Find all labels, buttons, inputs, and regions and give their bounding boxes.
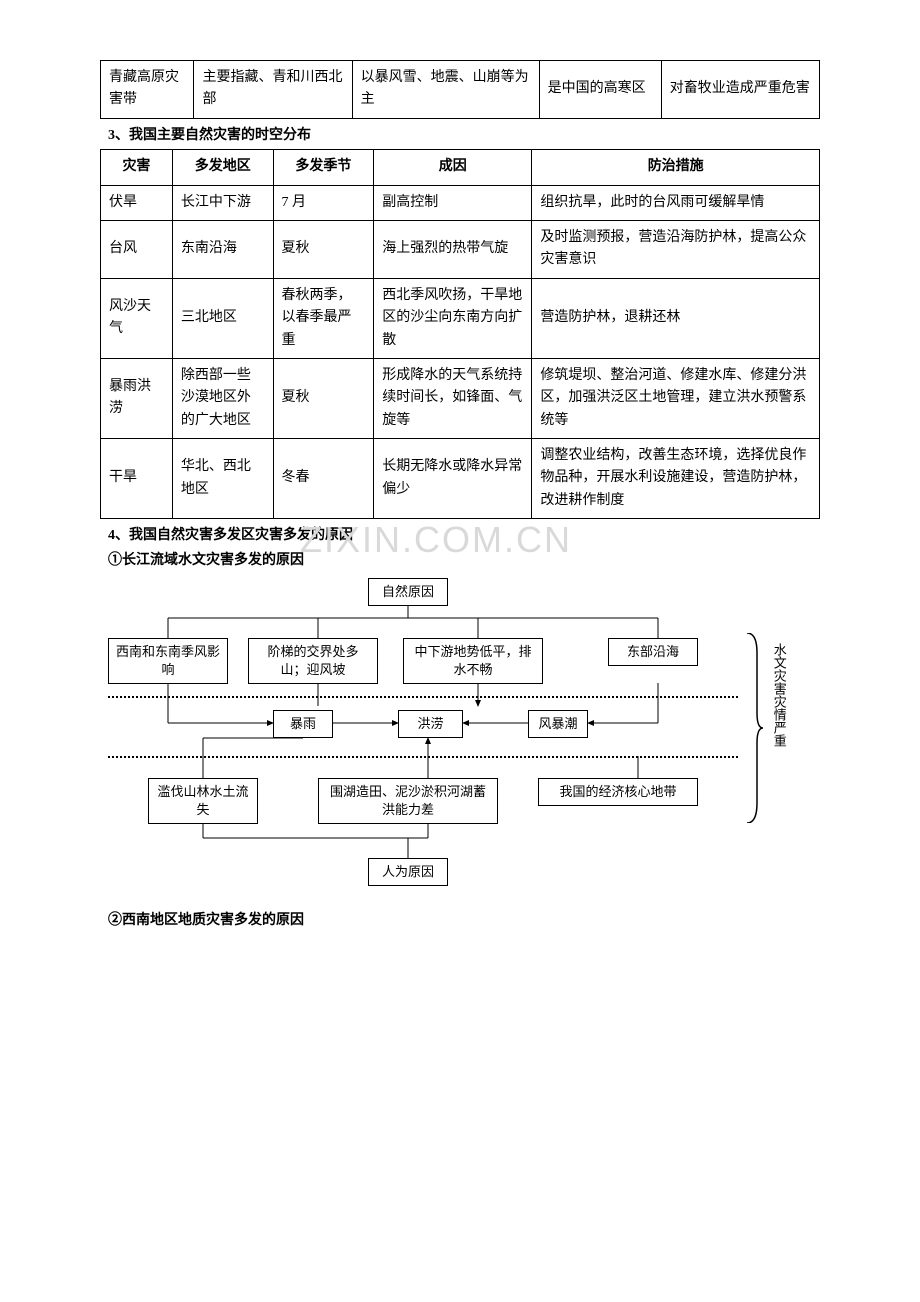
cell: 是中国的高寒区	[539, 61, 661, 119]
dotted-separator	[108, 696, 738, 698]
node-rain: 暴雨	[273, 710, 333, 738]
node-natural-cause: 自然原因	[368, 578, 448, 606]
cell: 风沙天气	[101, 278, 173, 358]
heading-3: 3、我国主要自然灾害的时空分布	[108, 125, 820, 147]
cell: 冬春	[273, 439, 374, 519]
cell: 西北季风吹扬，干旱地区的沙尘向东南方向扩散	[374, 278, 532, 358]
col-header: 成因	[374, 150, 532, 185]
col-header: 多发地区	[172, 150, 273, 185]
node-lowland: 中下游地势低平，排水不畅	[403, 638, 543, 684]
cell: 青藏高原灾害带	[101, 61, 194, 119]
cell: 暴雨洪涝	[101, 358, 173, 438]
cell: 海上强烈的热带气旋	[374, 220, 532, 278]
cell: 伏旱	[101, 185, 173, 220]
brace-icon	[743, 633, 763, 823]
node-monsoon: 西南和东南季风影响	[108, 638, 228, 684]
table-row: 伏旱 长江中下游 7 月 副高控制 组织抗旱，此时的台风雨可缓解旱情	[101, 185, 820, 220]
subheading-1: ①长江流域水文灾害多发的原因	[108, 550, 820, 572]
node-step: 阶梯的交界处多山；迎风坡	[248, 638, 378, 684]
table-row: 青藏高原灾害带 主要指藏、青和川西北部 以暴风雪、地震、山崩等为主 是中国的高寒…	[101, 61, 820, 119]
dotted-separator	[108, 756, 738, 758]
cell: 副高控制	[374, 185, 532, 220]
connector-lines	[108, 578, 828, 908]
cell: 台风	[101, 220, 173, 278]
cell: 夏秋	[273, 220, 374, 278]
col-header: 防治措施	[532, 150, 820, 185]
cell: 主要指藏、青和川西北部	[194, 61, 352, 119]
cell: 春秋两季，以春季最严重	[273, 278, 374, 358]
node-economic: 我国的经济核心地带	[538, 778, 698, 806]
cell: 华北、西北地区	[172, 439, 273, 519]
node-reclaim: 围湖造田、泥沙淤积河湖蓄洪能力差	[318, 778, 498, 824]
flowchart-changjiang: 自然原因 西南和东南季风影响 阶梯的交界处多山；迎风坡 中下游地势低平，排水不畅…	[108, 578, 828, 908]
cell: 7 月	[273, 185, 374, 220]
cell: 三北地区	[172, 278, 273, 358]
table-row: 暴雨洪涝 除西部一些沙漠地区外的广大地区 夏秋 形成降水的天气系统持续时间长，如…	[101, 358, 820, 438]
table-row: 风沙天气 三北地区 春秋两季，以春季最严重 西北季风吹扬，干旱地区的沙尘向东南方…	[101, 278, 820, 358]
table-disasters: 灾害 多发地区 多发季节 成因 防治措施 伏旱 长江中下游 7 月 副高控制 组…	[100, 149, 820, 519]
table-zone-fragment: 青藏高原灾害带 主要指藏、青和川西北部 以暴风雪、地震、山崩等为主 是中国的高寒…	[100, 60, 820, 119]
table-row: 干旱 华北、西北地区 冬春 长期无降水或降水异常偏少 调整农业结构，改善生态环境…	[101, 439, 820, 519]
cell: 干旱	[101, 439, 173, 519]
cell: 东南沿海	[172, 220, 273, 278]
cell: 形成降水的天气系统持续时间长，如锋面、气旋等	[374, 358, 532, 438]
cell: 长江中下游	[172, 185, 273, 220]
node-deforest: 滥伐山林水土流失	[148, 778, 258, 824]
cell: 长期无降水或降水异常偏少	[374, 439, 532, 519]
cell: 修筑堤坝、整治河道、修建水库、修建分洪区，加强洪泛区土地管理，建立洪水预警系统等	[532, 358, 820, 438]
cell: 以暴风雪、地震、山崩等为主	[352, 61, 539, 119]
cell: 夏秋	[273, 358, 374, 438]
cell: 对畜牧业造成严重危害	[661, 61, 819, 119]
subheading-2: ②西南地区地质灾害多发的原因	[108, 910, 820, 932]
node-human-cause: 人为原因	[368, 858, 448, 886]
col-header: 多发季节	[273, 150, 374, 185]
heading-4: 4、我国自然灾害多发区灾害多发的原因	[108, 525, 820, 547]
side-label-severity: 水文灾害灾情严重	[768, 643, 789, 747]
cell: 及时监测预报，营造沿海防护林，提高公众灾害意识	[532, 220, 820, 278]
node-coast: 东部沿海	[608, 638, 698, 666]
cell: 除西部一些沙漠地区外的广大地区	[172, 358, 273, 438]
cell: 组织抗旱，此时的台风雨可缓解旱情	[532, 185, 820, 220]
table-header-row: 灾害 多发地区 多发季节 成因 防治措施	[101, 150, 820, 185]
table-row: 台风 东南沿海 夏秋 海上强烈的热带气旋 及时监测预报，营造沿海防护林，提高公众…	[101, 220, 820, 278]
node-surge: 风暴潮	[528, 710, 588, 738]
node-flood: 洪涝	[398, 710, 463, 738]
cell: 营造防护林，退耕还林	[532, 278, 820, 358]
col-header: 灾害	[101, 150, 173, 185]
cell: 调整农业结构，改善生态环境，选择优良作物品种，开展水利设施建设，营造防护林，改进…	[532, 439, 820, 519]
